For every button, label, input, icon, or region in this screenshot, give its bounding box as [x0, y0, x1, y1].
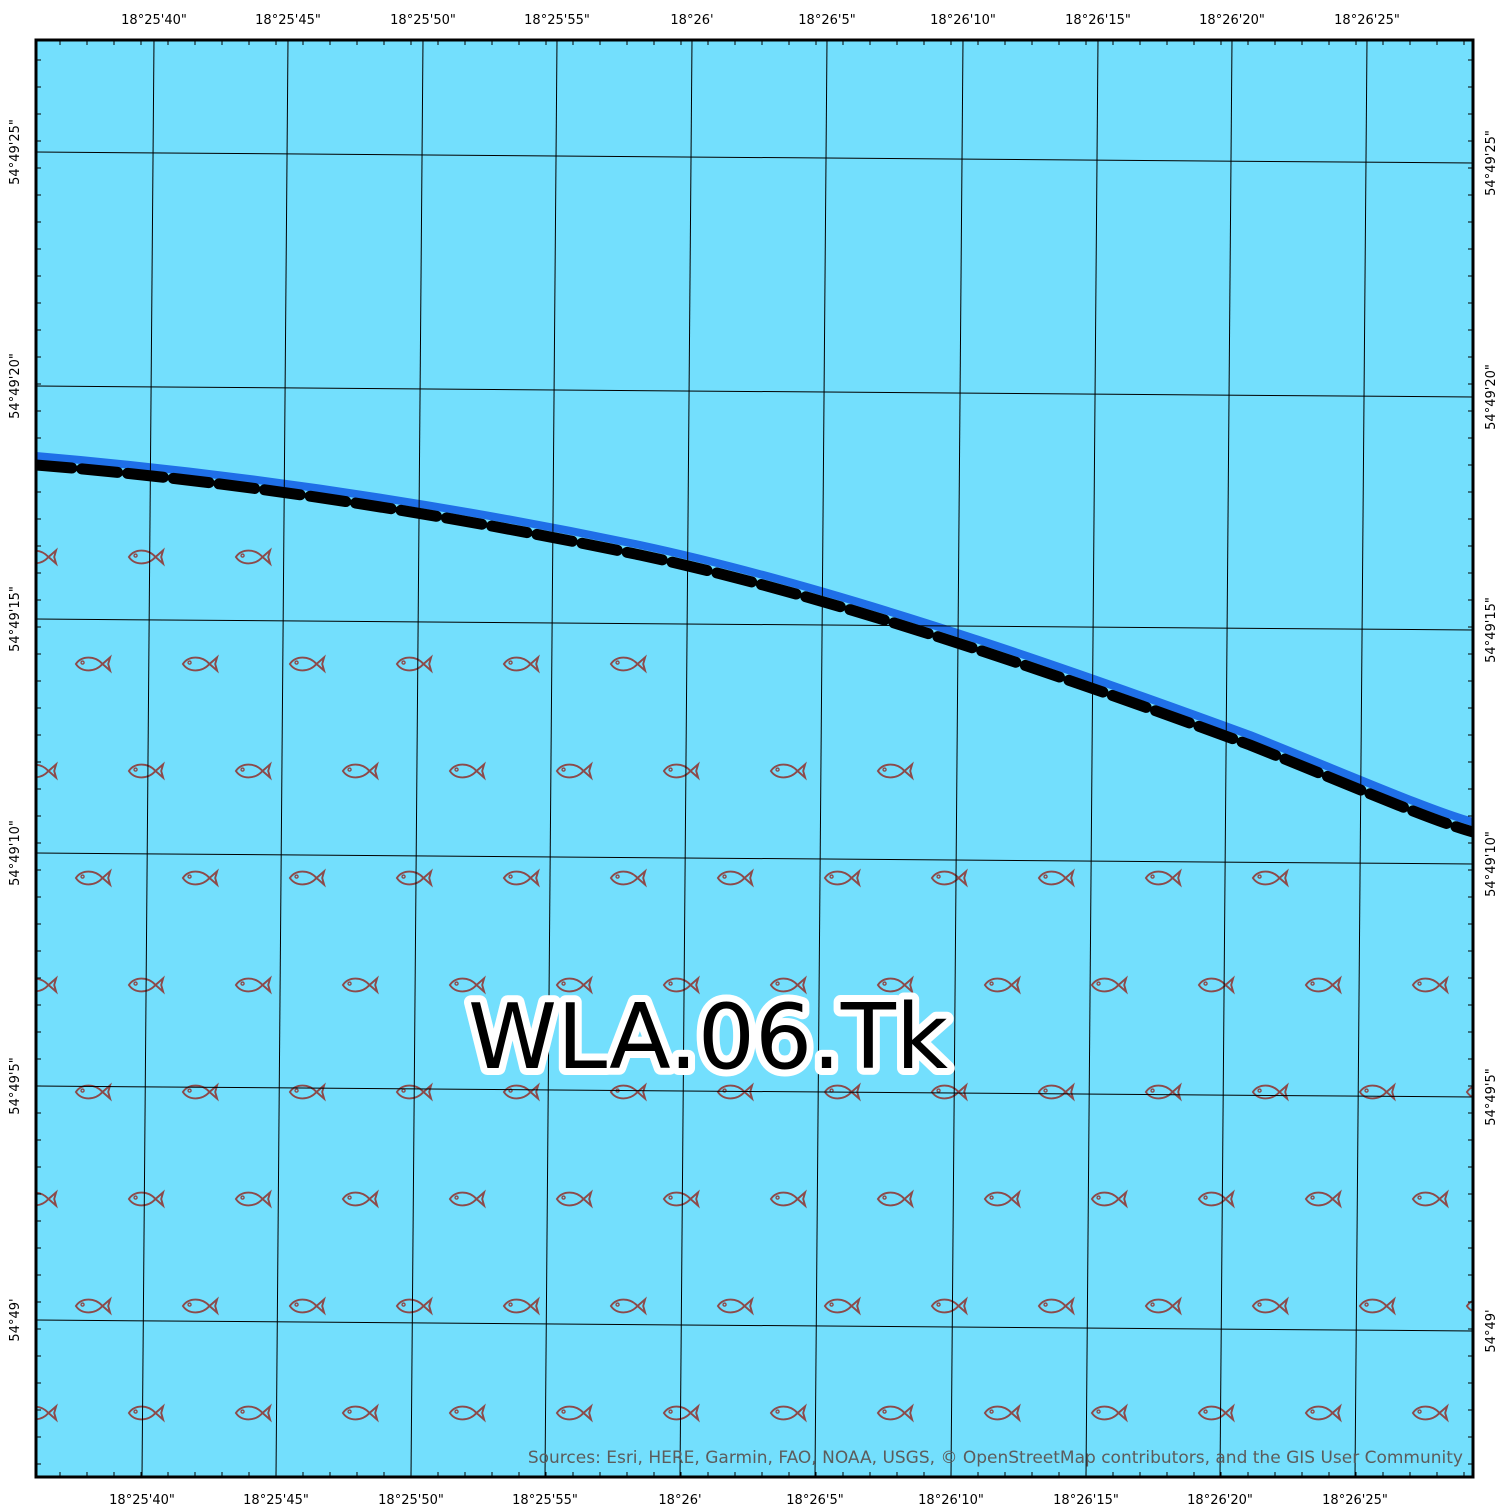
left-lat-label: 54°49'5" [8, 1057, 23, 1114]
bottom-lon-label: 18°25'50" [378, 1493, 444, 1508]
frame-ticks [36, 40, 1473, 1477]
right-lat-label: 54°49'20" [1484, 364, 1499, 430]
right-lat-label: 54°49'15" [1484, 597, 1499, 663]
bottom-lon-label: 18°26'20" [1187, 1493, 1253, 1508]
top-lon-label: 18°26'20" [1199, 13, 1265, 28]
left-lat-label: 54°49'15" [8, 586, 23, 652]
parallel-line [36, 852, 1473, 865]
meridian-line [410, 40, 424, 1477]
left-lat-label: 54°49' [8, 1298, 23, 1341]
meridian-line [679, 40, 693, 1477]
top-lon-label: 18°25'50" [390, 13, 456, 28]
meridian-line [814, 40, 828, 1477]
meridian-line [950, 40, 964, 1477]
parallel-line [36, 1085, 1473, 1098]
left-lat-label: 54°49'10" [8, 820, 23, 886]
bottom-lon-label: 18°26' [658, 1493, 701, 1508]
bottom-lon-label: 18°26'25" [1322, 1493, 1388, 1508]
map-border [34, 38, 1475, 1479]
zone-boundary [36, 452, 1473, 838]
parallel-line [36, 385, 1473, 398]
right-lat-label: 54°49'25" [1484, 130, 1499, 196]
zone-label: WLA.06.Tk [468, 985, 948, 1090]
right-lat-label: 54°49' [1484, 1309, 1499, 1352]
right-latitude-labels: 54°49'25" 54°49'20" 54°49'15" 54°49'10" … [1484, 130, 1499, 1352]
meridian-line [544, 40, 558, 1477]
parallel-line [36, 1319, 1473, 1332]
top-lon-label: 18°26'10" [930, 13, 996, 28]
left-latitude-labels: 54°49'25" 54°49'20" 54°49'15" 54°49'10" … [8, 119, 23, 1341]
top-lon-label: 18°25'40" [121, 13, 187, 28]
top-longitude-labels: 18°25'40" 18°25'45" 18°25'50" 18°25'55" … [121, 13, 1400, 28]
left-lat-label: 54°49'25" [8, 119, 23, 185]
left-lat-label: 54°49'20" [8, 353, 23, 419]
graticule [36, 40, 1473, 1477]
boundary-blue-line [36, 452, 1473, 826]
meridian-line [1085, 40, 1099, 1477]
bottom-lon-label: 18°26'10" [918, 1493, 984, 1508]
right-lat-label: 54°49'10" [1484, 831, 1499, 897]
bottom-longitude-labels: 18°25'40" 18°25'45" 18°25'50" 18°25'55" … [109, 1493, 1388, 1508]
top-lon-label: 18°26'25" [1334, 13, 1400, 28]
right-lat-label: 54°49'5" [1484, 1068, 1499, 1125]
bottom-lon-label: 18°25'40" [109, 1493, 175, 1508]
meridian-line [275, 40, 289, 1477]
top-lon-label: 18°26'5" [798, 13, 855, 28]
bottom-lon-label: 18°25'55" [512, 1493, 578, 1508]
meridian-line [141, 40, 155, 1477]
meridian-line [1354, 40, 1368, 1477]
attribution-text: Sources: Esri, HERE, Garmin, FAO, NOAA, … [528, 1448, 1463, 1468]
top-lon-label: 18°25'55" [524, 13, 590, 28]
meridian-line [1219, 40, 1233, 1477]
top-lon-label: 18°25'45" [255, 13, 321, 28]
bottom-lon-label: 18°26'5" [786, 1493, 843, 1508]
boundary-dashed-line [36, 459, 1473, 838]
bottom-lon-label: 18°25'45" [243, 1493, 309, 1508]
parallel-line [36, 151, 1473, 164]
top-lon-label: 18°26'15" [1065, 13, 1131, 28]
top-lon-label: 18°26' [670, 13, 713, 28]
bottom-lon-label: 18°26'15" [1053, 1493, 1119, 1508]
parallel-line [36, 618, 1473, 631]
water-area [36, 40, 1473, 1477]
